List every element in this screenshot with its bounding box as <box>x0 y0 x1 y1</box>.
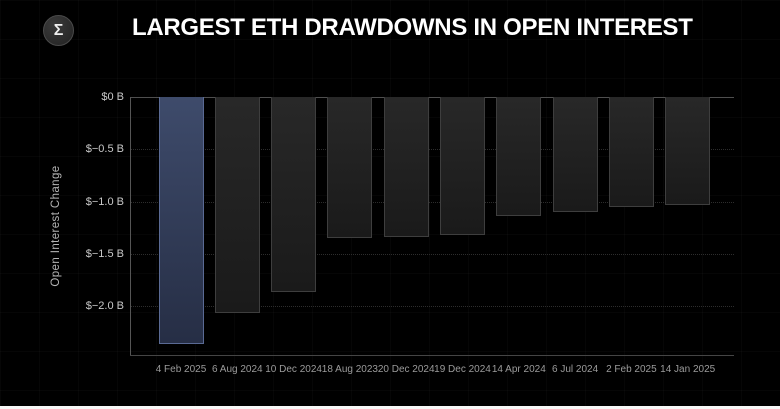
bar-2-feb-2025[interactable] <box>608 97 654 207</box>
bar-10-dec-2024[interactable] <box>271 97 317 293</box>
x-tick-label: 18 Aug 2023 <box>321 364 378 375</box>
x-tick-label: 19 Dec 2024 <box>434 364 491 375</box>
gridline <box>130 253 734 255</box>
bar-18-aug-2023[interactable] <box>327 97 373 239</box>
sigma-glyph: Σ <box>53 21 64 39</box>
x-axis-spine <box>130 355 734 356</box>
y-tick-label: $−1.5 B <box>85 247 124 260</box>
bar-20-dec-2024[interactable] <box>383 97 429 238</box>
gridline <box>130 149 734 151</box>
bar-4-feb-2025[interactable] <box>158 97 204 344</box>
bar-6-jul-2024[interactable] <box>552 97 598 212</box>
x-tick-label: 6 Jul 2024 <box>552 364 599 375</box>
bar-6-aug-2024[interactable] <box>214 97 260 314</box>
x-tick-label: 20 Dec 2024 <box>377 364 435 375</box>
gridline <box>130 306 734 307</box>
y-tick-label: $0 B <box>101 91 124 103</box>
x-tick-label: 6 Aug 2024 <box>211 364 263 375</box>
gridline <box>130 201 734 203</box>
x-tick-label: 2 Feb 2025 <box>606 364 657 375</box>
sigma-logo-icon: Σ <box>43 15 74 46</box>
x-tick-label: 14 Jan 2025 <box>660 364 716 375</box>
x-tick-label: 14 Apr 2024 <box>491 364 546 375</box>
y-axis-spine <box>130 97 131 355</box>
y-tick-label: $−2.0 B <box>85 300 124 312</box>
chart-title: LARGEST ETH DRAWDOWNS IN OPEN INTEREST <box>132 14 693 41</box>
y-axis-title: Open Interest Change <box>50 165 62 287</box>
bottom-strip <box>0 406 780 409</box>
y-tick-label: $−0.5 B <box>85 143 124 156</box>
y-tick-label: $−1.0 B <box>85 195 124 208</box>
x-tick-label: 10 Dec 2024 <box>265 364 322 375</box>
bar-14-apr-2024[interactable] <box>496 97 542 217</box>
bar-19-dec-2024[interactable] <box>440 97 485 235</box>
gridline <box>130 97 734 98</box>
bar-14-jan-2025[interactable] <box>665 97 711 205</box>
x-tick-label: 4 Feb 2025 <box>155 364 207 375</box>
